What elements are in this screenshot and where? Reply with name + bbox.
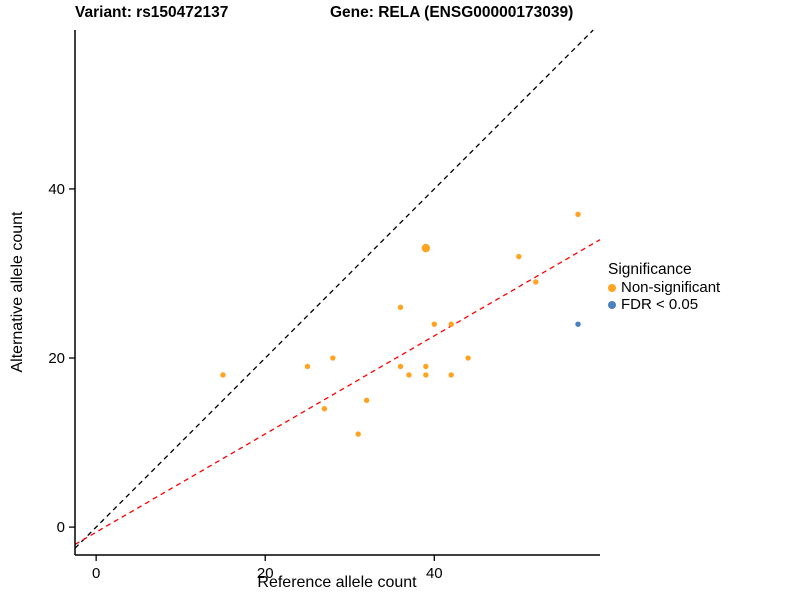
legend-item-fdr: FDR < 0.05	[608, 296, 798, 313]
x-tick-label: 20	[257, 565, 274, 582]
data-point	[423, 372, 429, 378]
data-point	[421, 243, 431, 253]
x-tick-label: 0	[92, 565, 100, 582]
data-point	[516, 253, 522, 260]
data-point	[533, 279, 539, 285]
data-point	[355, 431, 361, 437]
legend-title: Significance	[608, 261, 692, 278]
non-significant-dot-icon	[608, 283, 616, 292]
x-axis-label: Reference allele count	[257, 574, 417, 591]
legend: Significance Non-significant FDR < 0.05	[608, 261, 798, 313]
regression-line	[74, 239, 601, 545]
legend-item-label: FDR < 0.05	[621, 296, 699, 313]
data-point	[406, 372, 412, 378]
gene-title: Gene: RELA (ENSG00000173039)	[330, 4, 574, 21]
legend-item-non-significant: Non-significant	[608, 279, 798, 296]
legend-item-label: Non-significant	[621, 279, 721, 296]
y-tick-label: 20	[48, 350, 65, 367]
data-point	[465, 355, 471, 361]
data-point	[448, 372, 454, 378]
data-point	[397, 304, 404, 310]
y-tick-label: 40	[48, 181, 65, 198]
data-point	[220, 372, 226, 378]
y-axis-label: Alternative allele count	[9, 211, 26, 373]
y-tick-label: 0	[57, 519, 65, 536]
identity-line	[74, 29, 594, 549]
data-point	[321, 406, 328, 412]
fdr-dot-icon	[608, 300, 616, 309]
x-tick-label: 40	[426, 565, 443, 582]
data-point	[363, 397, 370, 403]
data-point	[423, 363, 429, 370]
data-point	[575, 321, 581, 327]
data-point	[397, 363, 404, 370]
data-point	[431, 321, 437, 327]
data-point	[575, 211, 581, 217]
data-point	[330, 355, 336, 361]
variant-title: Variant: rs150472137	[75, 4, 229, 21]
data-point	[448, 321, 454, 327]
data-point	[304, 363, 311, 370]
